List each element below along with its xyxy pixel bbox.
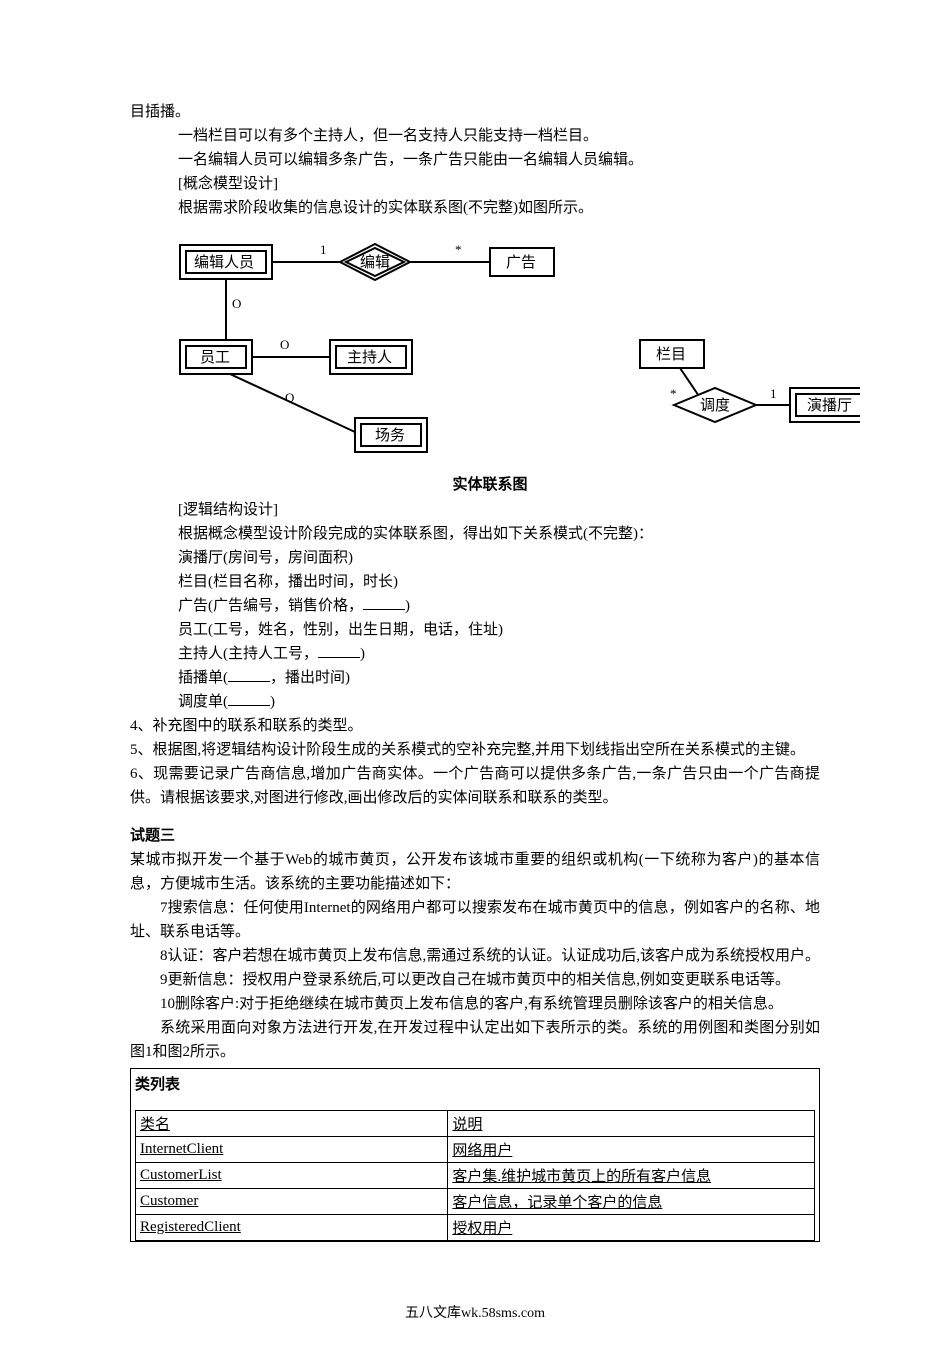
section3-p6: 系统采用面向对象方法进行开发,在开发过程中认定出如下表所示的类。系统的用例图和类… [130,1016,820,1064]
section3-p3: 8认证：客户若想在城市黄页上发布信息,需通过系统的认证。认证成功后,该客户成为系… [130,944,820,968]
cell-0-1: 网络用户 [452,1143,512,1159]
card-O3: O [285,390,294,405]
blank-1 [363,596,405,611]
cell-3-0: RegisteredClient [140,1219,241,1235]
card-1b: 1 [770,386,777,401]
page-footer: 五八文库wk.58sms.com [130,1302,820,1322]
intro-line-2: 一名编辑人员可以编辑多条广告，一条广告只能由一名编辑人员编辑。 [178,148,820,172]
cell-2-1: 客户信息，记录单个客户的信息 [452,1195,662,1211]
logic-line-5-text: 插播单( [178,670,228,686]
intro-line-4: 根据需求阶段收集的信息设计的实体联系图(不完整)如图所示。 [178,196,820,220]
intro-line-1: 一档栏目可以有多个主持人，但一名支持人只能支持一档栏目。 [178,124,820,148]
logic-line-3: 员工(工号，姓名，性别，出生日期，电话，住址) [178,618,820,642]
section3-p1: 某城市拟开发一个基于Web的城市黄页，公开发布该城市重要的组织或机构(一下统称为… [130,848,820,896]
blank-3 [228,668,270,683]
section3-p5: 10删除客户:对于拒绝继续在城市黄页上发布信息的客户,有系统管理员删除该客户的相… [130,992,820,1016]
cell-1-0: CustomerList [140,1167,222,1183]
node-studio: 演播厅 [807,397,852,414]
card-O1: O [232,296,241,311]
cell-2-0: Customer [140,1193,198,1209]
class-table-container: 类列表 类名 说明 InternetClient 网络用户 CustomerLi… [130,1068,820,1242]
er-diagram: 编辑人员 1 编辑 * 广告 员工 O O [160,230,820,494]
card-star-a: * [455,242,462,257]
node-editor: 编辑人员 [194,254,254,271]
logic-line-1: 栏目(栏目名称，播出时间，时长) [178,570,820,594]
logic-line-4-text: 主持人(主持人工号， [178,646,318,662]
node-staff: 员工 [200,350,230,366]
col-1: 说明 [452,1117,482,1133]
q6: 6、现需要记录广告商信息,增加广告商实体。一个广告商可以提供多条广告,一条广告只… [130,762,820,810]
logic-line-0: 演播厅(房间号，房间面积) [178,546,820,570]
col-0: 类名 [140,1117,170,1133]
blank-2 [318,644,360,659]
table-header-row: 类名 说明 [136,1111,815,1137]
card-1a: 1 [320,242,327,257]
logic-heading: [逻辑结构设计] [178,498,820,522]
logic-line-6-text: 调度单( [178,694,228,710]
table-row: Customer 客户信息，记录单个客户的信息 [136,1189,815,1215]
node-crew: 场务 [375,427,405,444]
q5: 5、根据图,将逻辑结构设计阶段生成的关系模式的空补充完整,并用下划线指出空所在关… [130,738,820,762]
section3-title: 试题三 [130,824,820,848]
logic-line-6-tail: ) [270,694,275,710]
node-schedule: 调度 [700,397,730,414]
section3-p2: 7搜索信息：任何使用Internet的网络用户都可以搜索发布在城市黄页中的信息，… [130,896,820,944]
cell-3-1: 授权用户 [452,1221,512,1237]
logic-line-5-tail: ，播出时间) [270,670,350,686]
node-host: 主持人 [347,349,392,366]
node-ad: 广告 [506,254,536,271]
q4: 4、补充图中的联系和联系的类型。 [130,714,820,738]
logic-line-2: 广告(广告编号，销售价格，) [178,594,820,618]
logic-lead: 根据概念模型设计阶段完成的实体联系图，得出如下关系模式(不完整)： [178,522,820,546]
intro-line-3: [概念模型设计] [178,172,820,196]
intro-prefix: 目插播。 [130,100,820,124]
blank-4 [228,692,270,707]
node-program: 栏目 [656,346,686,363]
class-table: 类名 说明 InternetClient 网络用户 CustomerList 客… [135,1110,815,1241]
er-caption: 实体联系图 [160,473,820,494]
logic-line-4: 主持人(主持人工号，) [178,642,820,666]
logic-line-5: 插播单( ，播出时间) [178,666,820,690]
table-row: RegisteredClient 授权用户 [136,1215,815,1241]
card-star-b: * [670,386,677,401]
cell-0-0: InternetClient [140,1141,223,1157]
class-table-title: 类列表 [135,1073,815,1094]
section3-p4: 9更新信息：授权用户登录系统后,可以更改自己在城市黄页中的相关信息,例如变更联系… [130,968,820,992]
table-row: InternetClient 网络用户 [136,1137,815,1163]
logic-line-4-tail: ) [360,646,365,662]
table-row: CustomerList 客户集.维护城市黄页上的所有客户信息 [136,1163,815,1189]
node-edit: 编辑 [360,254,390,271]
logic-line-2-text: 广告(广告编号，销售价格， [178,598,363,614]
logic-line-2-tail: ) [405,598,410,614]
card-O2: O [280,337,289,352]
cell-1-1: 客户集.维护城市黄页上的所有客户信息 [452,1169,711,1185]
logic-line-6: 调度单() [178,690,820,714]
